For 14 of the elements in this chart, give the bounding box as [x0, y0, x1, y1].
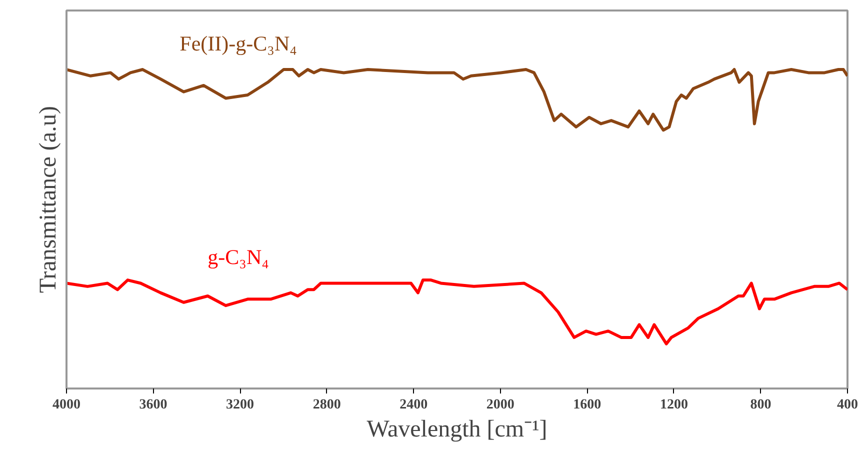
x-tick-label: 3200	[226, 398, 254, 412]
x-tick-label: 800	[750, 398, 772, 412]
x-tick-label: 2400	[400, 398, 428, 412]
x-tick-label: 1600	[573, 398, 602, 412]
y-axis-title: Transmittance (a.u)	[36, 106, 62, 294]
x-tick-label: 1200	[660, 398, 688, 412]
series-label: g-C₃N₄	[208, 245, 269, 270]
x-tick-label: 4000	[52, 398, 80, 412]
x-tick-label: 3600	[139, 398, 168, 412]
x-tick-label: 400	[837, 398, 858, 412]
series-label: Fe(II)-g-C₃N₄	[180, 32, 297, 56]
x-axis-title: Wavelength [cm⁻¹]	[366, 416, 548, 442]
x-tick-label: 2000	[486, 398, 514, 412]
x-tick-label: 2800	[312, 398, 341, 412]
